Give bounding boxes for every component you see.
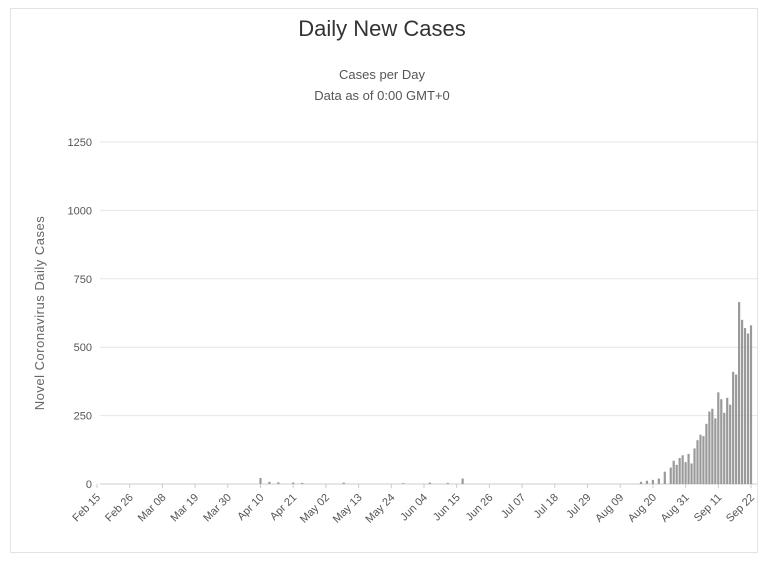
x-tick-label: Feb 15 xyxy=(70,492,103,525)
bar xyxy=(708,411,711,484)
bar xyxy=(696,440,699,484)
y-tick-label: 500 xyxy=(74,342,92,354)
bar xyxy=(720,399,723,484)
bar xyxy=(461,478,464,484)
bar xyxy=(669,467,672,484)
bar xyxy=(684,462,687,484)
x-tick-label: May 24 xyxy=(363,492,397,526)
x-tick-label: Aug 20 xyxy=(626,492,659,525)
bar xyxy=(702,436,705,484)
bar xyxy=(705,423,708,484)
x-tick-label: Jun 26 xyxy=(464,492,496,524)
x-tick-label: May 02 xyxy=(298,492,332,526)
bar xyxy=(301,482,304,484)
chart-subtitle-line-1: Cases per Day xyxy=(339,67,425,82)
bar xyxy=(639,481,643,484)
bar xyxy=(292,482,295,484)
y-tick-label: 0 xyxy=(86,479,92,491)
bar xyxy=(342,482,345,484)
x-tick-label: Mar 19 xyxy=(169,492,202,525)
bar xyxy=(675,464,678,484)
y-tick-label: 750 xyxy=(74,274,92,286)
bar xyxy=(681,455,684,484)
x-tick-label: Mar 08 xyxy=(136,492,169,525)
bar xyxy=(672,460,675,484)
bar xyxy=(277,482,280,484)
bar xyxy=(678,458,681,484)
bar xyxy=(446,482,449,484)
bar xyxy=(729,404,732,484)
bar xyxy=(693,448,696,484)
x-tick-label: Mar 30 xyxy=(201,492,234,525)
bar xyxy=(738,302,741,484)
bar xyxy=(428,482,432,484)
bar xyxy=(259,477,262,484)
bar xyxy=(651,479,654,484)
bar xyxy=(711,408,714,484)
x-tick-label: Jul 07 xyxy=(499,492,528,521)
x-tick-label: Aug 09 xyxy=(593,492,626,525)
x-tick-label: Jul 29 xyxy=(564,492,593,521)
x-tick-label: Apr 10 xyxy=(235,492,266,523)
bar xyxy=(690,463,693,484)
chart-subtitle-line-2: Data as of 0:00 GMT+0 xyxy=(314,88,450,103)
bar xyxy=(268,481,271,484)
bar xyxy=(687,453,690,484)
bar xyxy=(735,374,738,484)
bar xyxy=(740,319,744,484)
x-tick-label: May 13 xyxy=(331,492,365,526)
bar xyxy=(743,328,747,484)
x-tick-label: Sep 22 xyxy=(724,492,757,525)
bar xyxy=(645,480,649,484)
x-tick-label: Apr 21 xyxy=(268,492,299,523)
x-tick-label: Sep 11 xyxy=(692,492,725,525)
chart-title: Daily New Cases xyxy=(298,16,466,41)
bar xyxy=(714,418,717,484)
bar xyxy=(723,412,726,484)
bar xyxy=(699,434,702,484)
y-tick-label: 1000 xyxy=(68,205,92,217)
x-tick-label: Feb 26 xyxy=(103,492,136,525)
bar xyxy=(402,483,405,484)
bar xyxy=(732,371,735,484)
x-tick-label: Jun 04 xyxy=(398,492,430,524)
bar xyxy=(663,471,666,484)
bar xyxy=(657,478,660,484)
bar xyxy=(749,325,753,484)
x-tick-label: Aug 31 xyxy=(659,492,692,525)
y-tick-label: 250 xyxy=(74,411,92,423)
y-tick-label: 1250 xyxy=(68,137,92,149)
x-tick-label: Jul 18 xyxy=(532,492,561,521)
bar xyxy=(726,397,729,484)
chart-panel xyxy=(10,8,758,553)
x-tick-label: Jun 15 xyxy=(431,492,463,524)
bar xyxy=(746,333,750,484)
y-axis-title: Novel Coronavirus Daily Cases xyxy=(32,216,47,410)
bar xyxy=(717,392,720,484)
